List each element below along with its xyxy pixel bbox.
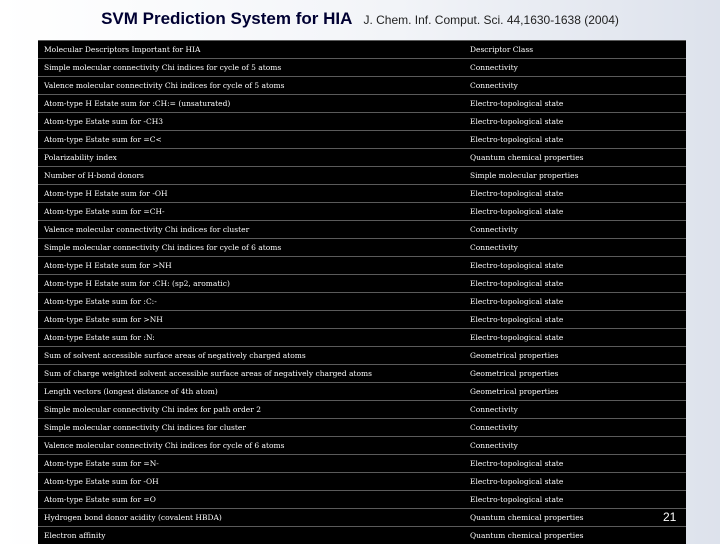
descriptor-class-cell: Electro-topological state (464, 113, 686, 131)
descriptor-class-cell: Electro-topological state (464, 185, 686, 203)
descriptor-class-cell: Geometrical properties (464, 383, 686, 401)
descriptor-class-cell: Electro-topological state (464, 257, 686, 275)
descriptor-cell: Sum of charge weighted solvent accessibl… (38, 365, 464, 383)
table-row: Sum of charge weighted solvent accessibl… (38, 365, 686, 383)
descriptor-cell: Sum of solvent accessible surface areas … (38, 347, 464, 365)
descriptor-class-cell: Electro-topological state (464, 329, 686, 347)
descriptor-cell: Number of H-bond donors (38, 167, 464, 185)
descriptor-class-cell: Electro-topological state (464, 293, 686, 311)
descriptor-class-cell: Electro-topological state (464, 311, 686, 329)
table-row: Valence molecular connectivity Chi indic… (38, 77, 686, 95)
descriptor-cell: Length vectors (longest distance of 4th … (38, 383, 464, 401)
descriptor-cell: Atom-type Estate sum for :C:- (38, 293, 464, 311)
descriptor-cell: Atom-type H Estate sum for :CH:= (unsatu… (38, 95, 464, 113)
descriptor-class-cell: Quantum chemical properties (464, 149, 686, 167)
table-row: Atom-type Estate sum for =C<Electro-topo… (38, 131, 686, 149)
table-row: Simple molecular connectivity Chi index … (38, 401, 686, 419)
descriptor-class-cell: Connectivity (464, 59, 686, 77)
descriptor-cell: Atom-type Estate sum for =O (38, 491, 464, 509)
descriptor-cell: Atom-type Estate sum for -CH3 (38, 113, 464, 131)
descriptor-cell: Atom-type Estate sum for -OH (38, 473, 464, 491)
descriptor-class-cell: Geometrical properties (464, 347, 686, 365)
descriptor-cell: Atom-type Estate sum for :N: (38, 329, 464, 347)
descriptor-cell: Simple molecular connectivity Chi index … (38, 401, 464, 419)
descriptor-cell: Valence molecular connectivity Chi indic… (38, 437, 464, 455)
descriptor-class-cell: Quantum chemical properties (464, 509, 686, 527)
descriptor-class-cell: Electro-topological state (464, 95, 686, 113)
descriptor-cell: Electron affinity (38, 527, 464, 544)
descriptor-class-cell: Electro-topological state (464, 203, 686, 221)
descriptor-class-cell: Connectivity (464, 77, 686, 95)
descriptor-class-cell: Geometrical properties (464, 365, 686, 383)
table-row: Hydrogen bond donor acidity (covalent HB… (38, 509, 686, 527)
table-row: Atom-type Estate sum for =N-Electro-topo… (38, 455, 686, 473)
descriptor-cell: Atom-type H Estate sum for -OH (38, 185, 464, 203)
descriptor-cell: Simple molecular connectivity Chi indice… (38, 239, 464, 257)
descriptor-class-cell: Connectivity (464, 239, 686, 257)
title-main: SVM Prediction System for HIA (101, 9, 352, 28)
descriptor-class-cell: Connectivity (464, 419, 686, 437)
table-row: Valence molecular connectivity Chi indic… (38, 437, 686, 455)
descriptor-table-body: Molecular Descriptors Important for HIA … (38, 41, 686, 544)
descriptor-class-cell: Electro-topological state (464, 275, 686, 293)
page-number: 21 (663, 510, 676, 524)
descriptor-class-cell: Connectivity (464, 437, 686, 455)
table-row: Simple molecular connectivity Chi indice… (38, 239, 686, 257)
descriptor-class-cell: Simple molecular properties (464, 167, 686, 185)
table-row: Simple molecular connectivity Chi indice… (38, 59, 686, 77)
descriptor-cell: Atom-type Estate sum for =C< (38, 131, 464, 149)
descriptor-cell: Simple molecular connectivity Chi indice… (38, 419, 464, 437)
table-row: Atom-type Estate sum for :N:Electro-topo… (38, 329, 686, 347)
descriptor-cell: Hydrogen bond donor acidity (covalent HB… (38, 509, 464, 527)
table-row: Atom-type Estate sum for =CH-Electro-top… (38, 203, 686, 221)
descriptor-class-cell: Electro-topological state (464, 455, 686, 473)
descriptor-class-cell: Connectivity (464, 401, 686, 419)
header-descriptor: Molecular Descriptors Important for HIA (38, 41, 464, 59)
descriptor-class-cell: Electro-topological state (464, 491, 686, 509)
descriptor-cell: Atom-type Estate sum for =CH- (38, 203, 464, 221)
table-header-row: Molecular Descriptors Important for HIA … (38, 41, 686, 59)
descriptor-cell: Atom-type Estate sum for >NH (38, 311, 464, 329)
header-class: Descriptor Class (464, 41, 686, 59)
descriptor-table: Molecular Descriptors Important for HIA … (38, 40, 686, 544)
descriptor-cell: Atom-type H Estate sum for >NH (38, 257, 464, 275)
descriptor-cell: Atom-type H Estate sum for :CH: (sp2, ar… (38, 275, 464, 293)
table-row: Valence molecular connectivity Chi indic… (38, 221, 686, 239)
table-row: Length vectors (longest distance of 4th … (38, 383, 686, 401)
title-reference: J. Chem. Inf. Comput. Sci. 44,1630-1638 … (363, 13, 618, 27)
slide-title: SVM Prediction System for HIA J. Chem. I… (0, 9, 720, 29)
descriptor-cell: Valence molecular connectivity Chi indic… (38, 77, 464, 95)
table-row: Sum of solvent accessible surface areas … (38, 347, 686, 365)
descriptor-class-cell: Electro-topological state (464, 131, 686, 149)
descriptor-cell: Atom-type Estate sum for =N- (38, 455, 464, 473)
descriptor-cell: Polarizability index (38, 149, 464, 167)
descriptor-cell: Simple molecular connectivity Chi indice… (38, 59, 464, 77)
table-row: Atom-type H Estate sum for :CH: (sp2, ar… (38, 275, 686, 293)
descriptor-cell: Valence molecular connectivity Chi indic… (38, 221, 464, 239)
descriptor-class-cell: Electro-topological state (464, 473, 686, 491)
descriptor-class-cell: Connectivity (464, 221, 686, 239)
descriptor-class-cell: Quantum chemical properties (464, 527, 686, 544)
table-row: Simple molecular connectivity Chi indice… (38, 419, 686, 437)
table-row: Atom-type Estate sum for :C:-Electro-top… (38, 293, 686, 311)
table-row: Atom-type H Estate sum for :CH:= (unsatu… (38, 95, 686, 113)
